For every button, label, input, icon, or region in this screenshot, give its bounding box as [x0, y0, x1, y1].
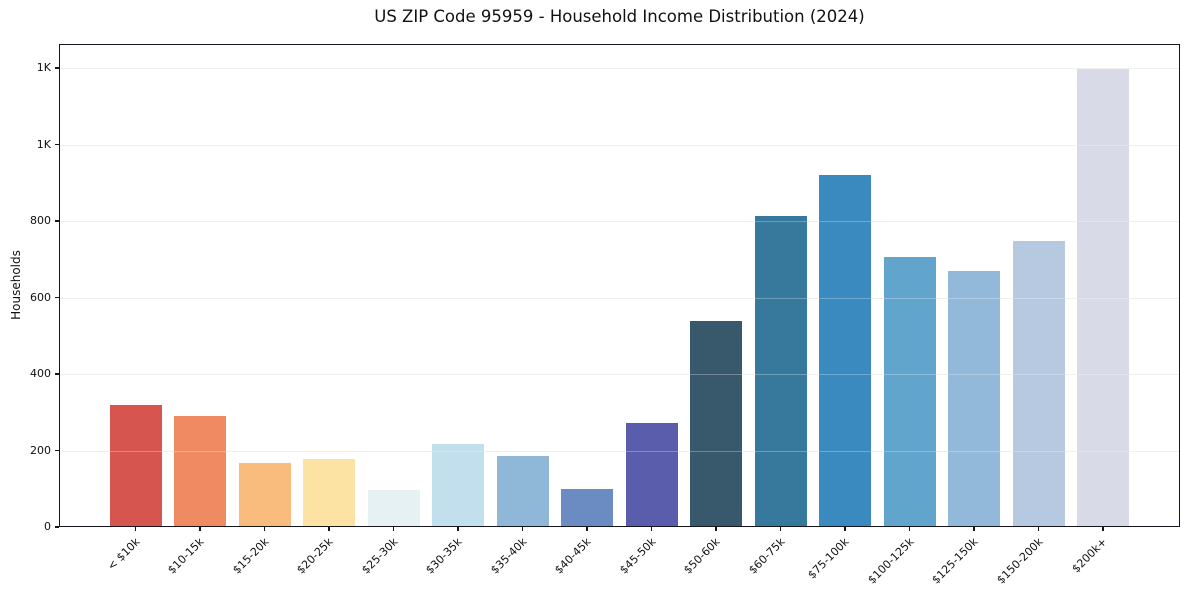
bar-10k: [109, 405, 162, 527]
y-axis-tick: [55, 449, 59, 452]
x-axis-tick: [1102, 527, 1104, 531]
bar-125-150k: [948, 271, 1001, 527]
x-tick-label: $45-50k: [616, 535, 659, 577]
bar-150-200k: [1012, 240, 1065, 527]
y-tick-label: 1K: [36, 61, 51, 75]
x-axis-tick: [199, 527, 201, 531]
bar-30-35k: [432, 444, 485, 527]
x-tick-label: $15-20k: [229, 535, 272, 577]
gridline-overlay: [59, 297, 1180, 299]
bar-50-60k: [690, 320, 743, 527]
y-tick-label: 200: [30, 443, 51, 457]
x-tick-label: $100-125k: [864, 535, 917, 587]
x-tick-label: $20-25k: [294, 535, 336, 577]
x-tick-label: $125-150k: [929, 535, 981, 587]
x-axis-tick: [1037, 527, 1040, 531]
x-tick-label: $50-60k: [681, 535, 723, 577]
gridline-overlay: [59, 374, 1180, 376]
x-tick-label: $200k+: [1069, 535, 1110, 576]
y-tick-label: 400: [30, 367, 51, 381]
y-axis-tick: [55, 526, 59, 528]
x-tick-label: $60-75k: [745, 535, 788, 577]
gridline-overlay: [59, 68, 1180, 70]
gridline: [59, 297, 1180, 299]
x-axis-tick: [392, 527, 395, 531]
bar-20-25k: [303, 458, 356, 527]
bar-200k: [1077, 68, 1130, 527]
x-axis-tick: [457, 527, 459, 531]
x-tick-label: $35-40k: [487, 535, 530, 577]
x-axis-tick: [908, 527, 911, 531]
bar-25-30k: [367, 489, 420, 527]
x-axis-tick: [779, 527, 782, 531]
x-axis-tick: [844, 527, 846, 531]
x-tick-label: $150-200k: [993, 535, 1046, 587]
gridline: [59, 144, 1180, 146]
x-axis-tick: [328, 527, 330, 531]
x-axis-tick: [715, 527, 717, 531]
gridline-overlay: [59, 144, 1180, 146]
y-axis-tick: [55, 373, 59, 375]
x-tick-label: $40-45k: [552, 535, 594, 577]
bar-60-75k: [754, 216, 807, 527]
x-tick-label: $25-30k: [358, 535, 401, 577]
bar-75-100k: [819, 175, 872, 527]
bar-35-40k: [496, 455, 549, 527]
gridline-overlay: [59, 221, 1180, 223]
x-tick-label: $30-35k: [423, 535, 465, 577]
bar-45-50k: [625, 423, 678, 527]
x-axis-tick: [586, 527, 588, 531]
x-tick-label: < $10k: [104, 535, 143, 573]
x-axis-tick: [650, 527, 653, 531]
gridline: [59, 221, 1180, 223]
bar-100-125k: [883, 257, 936, 527]
y-tick-label: 0: [44, 520, 51, 533]
bar-40-45k: [561, 488, 614, 527]
x-axis-tick: [973, 527, 975, 531]
y-tick-label: 1K: [36, 137, 51, 151]
y-axis-tick: [55, 296, 59, 299]
x-tick-label: $75-100k: [805, 535, 852, 582]
y-axis-tick: [55, 143, 59, 146]
y-axis-tick: [55, 220, 59, 222]
gridline-overlay: [59, 450, 1180, 452]
y-tick-label: 600: [30, 290, 51, 304]
gridline: [59, 374, 1180, 376]
bar-15-20k: [238, 462, 291, 527]
x-axis-tick: [263, 527, 266, 531]
x-tick-label: $10-15k: [165, 535, 207, 577]
gridline: [59, 450, 1180, 452]
y-axis-label: Households: [9, 250, 23, 320]
chart-title: US ZIP Code 95959 - Household Income Dis…: [374, 7, 865, 26]
gridline: [59, 68, 1180, 70]
x-axis-tick: [521, 527, 524, 531]
bar-10-15k: [174, 415, 227, 527]
y-axis-tick: [55, 67, 59, 69]
y-tick-label: 800: [30, 214, 51, 228]
x-axis-tick: [134, 527, 137, 531]
